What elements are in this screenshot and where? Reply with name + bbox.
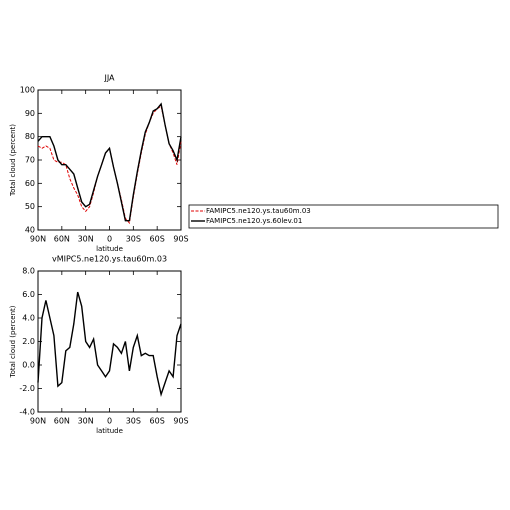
y-tick-label: -2.0 [19, 384, 35, 393]
x-tick-label: 60N [54, 417, 70, 426]
series-line [37, 291, 182, 397]
legend-label: FAMIPC5.ne120.ys.60lev.01 [206, 217, 302, 225]
x-axis-label: latitude [96, 427, 123, 435]
y-tick-label: 80 [25, 132, 35, 141]
legend-box [188, 204, 499, 229]
x-tick-label: 0 [107, 235, 112, 244]
y-axis-label: Total cloud (percent) [9, 305, 17, 378]
y-tick-label: 40 [25, 226, 35, 235]
y-tick-label: 70 [25, 156, 35, 165]
y-tick-label: 90 [25, 109, 35, 118]
y-tick-label: 6.0 [22, 290, 35, 299]
plot-frame [37, 270, 182, 413]
x-tick-label: 30N [78, 235, 94, 244]
x-tick-label: 30S [126, 417, 141, 426]
x-tick-label: 90S [173, 417, 188, 426]
y-tick-label: 60 [25, 179, 35, 188]
y-tick-label: 100 [20, 86, 35, 95]
y-tick-label: 0.0 [22, 361, 35, 370]
x-tick-label: 60S [150, 417, 165, 426]
x-axis-label: latitude [96, 245, 123, 253]
x-tick-label: 90N [30, 235, 46, 244]
plot-frame [37, 89, 182, 231]
x-tick-label: 0 [107, 417, 112, 426]
chart-title: vMIPC5.ne120.ys.tau60m.03 [52, 255, 167, 264]
y-tick-label: 8.0 [22, 267, 35, 276]
chart-title: JJA [103, 74, 115, 83]
y-tick-label: -4.0 [19, 408, 35, 417]
y-tick-label: 2.0 [22, 337, 35, 346]
series-line [37, 102, 182, 222]
y-tick-label: 50 [25, 202, 35, 211]
legend-label: FAMIPC5.ne120.ys.tau60m.03 [206, 207, 311, 215]
x-tick-label: 90S [173, 235, 188, 244]
x-tick-label: 60N [54, 235, 70, 244]
x-tick-label: 30S [126, 235, 141, 244]
y-tick-label: 4.0 [22, 314, 35, 323]
y-axis-label: Total cloud (percent) [9, 124, 17, 197]
x-tick-label: 60S [150, 235, 165, 244]
x-tick-label: 30N [78, 417, 94, 426]
x-tick-label: 90N [30, 417, 46, 426]
series-line [37, 105, 182, 225]
